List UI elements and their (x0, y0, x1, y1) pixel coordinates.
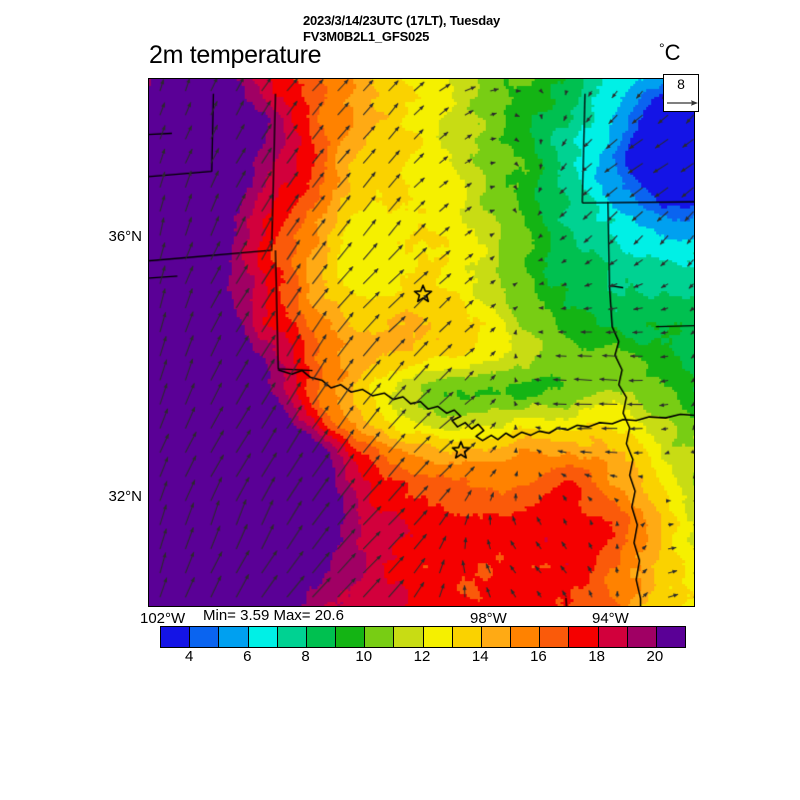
degree-symbol: ° (659, 40, 665, 56)
ytick-label-36n: 36°N (108, 228, 142, 245)
colorbar-segment (161, 627, 191, 647)
minmax-annotation: Min= 3.59 Max= 20.6 (203, 607, 344, 624)
colorbar-segment (423, 627, 453, 647)
wind-scale-legend: 8 (663, 74, 699, 112)
wind-vector-arrow-icon (667, 100, 698, 106)
colorbar-segment (598, 627, 628, 647)
map-plot-area[interactable] (148, 78, 695, 607)
xtick-label-102w: 102°W (140, 610, 186, 627)
colorbar-segment (365, 627, 395, 647)
colorbar-segment (627, 627, 657, 647)
colorbar-segment (248, 627, 278, 647)
colorbar-segment (190, 627, 220, 647)
colorbar-segment (511, 627, 541, 647)
ytick-label-32n: 32°N (108, 488, 142, 505)
unit-label: °C (659, 40, 681, 66)
colorbar-segment (306, 627, 337, 647)
colorbar-tick-label: 8 (301, 648, 310, 665)
header-datetime: 2023/3/14/23UTC (17LT), Tuesday (303, 13, 501, 28)
xtick-label-94w: 94°W (592, 610, 629, 627)
colorbar-segment (277, 627, 307, 647)
colorbar-tick-label: 20 (646, 648, 664, 665)
colorbar-tick-label: 18 (588, 648, 605, 665)
colorbar-tick-label: 4 (184, 648, 194, 665)
header-model-id: FV3M0B2L1_GFS025 (303, 29, 430, 44)
colorbar-tick-label: 12 (413, 648, 431, 665)
colorbar-tick-label: 16 (530, 648, 547, 665)
colorbar-tick-label: 6 (243, 648, 252, 665)
xtick-label-98w: 98°W (470, 610, 507, 627)
colorbar-segment (569, 627, 599, 647)
colorbar-segment (452, 627, 482, 647)
page-title: 2m temperature (149, 41, 322, 69)
colorbar-segment (540, 627, 570, 647)
colorbar-segment (481, 627, 512, 647)
colorbar-tick-labels: 4 6 8 10 12 14 16 18 20 (160, 648, 684, 668)
wind-scale-value: 8 (677, 76, 685, 92)
colorbar-tick-label: 14 (471, 648, 489, 665)
colorbar-segment (219, 627, 249, 647)
colorbar-tick-label: 10 (355, 648, 373, 665)
colorbar-segment (336, 627, 366, 647)
colorbar[interactable] (160, 626, 686, 648)
colorbar-segment (394, 627, 424, 647)
unit-celsius: C (664, 40, 681, 65)
temperature-field-canvas (149, 79, 694, 606)
colorbar-segment (656, 627, 686, 647)
